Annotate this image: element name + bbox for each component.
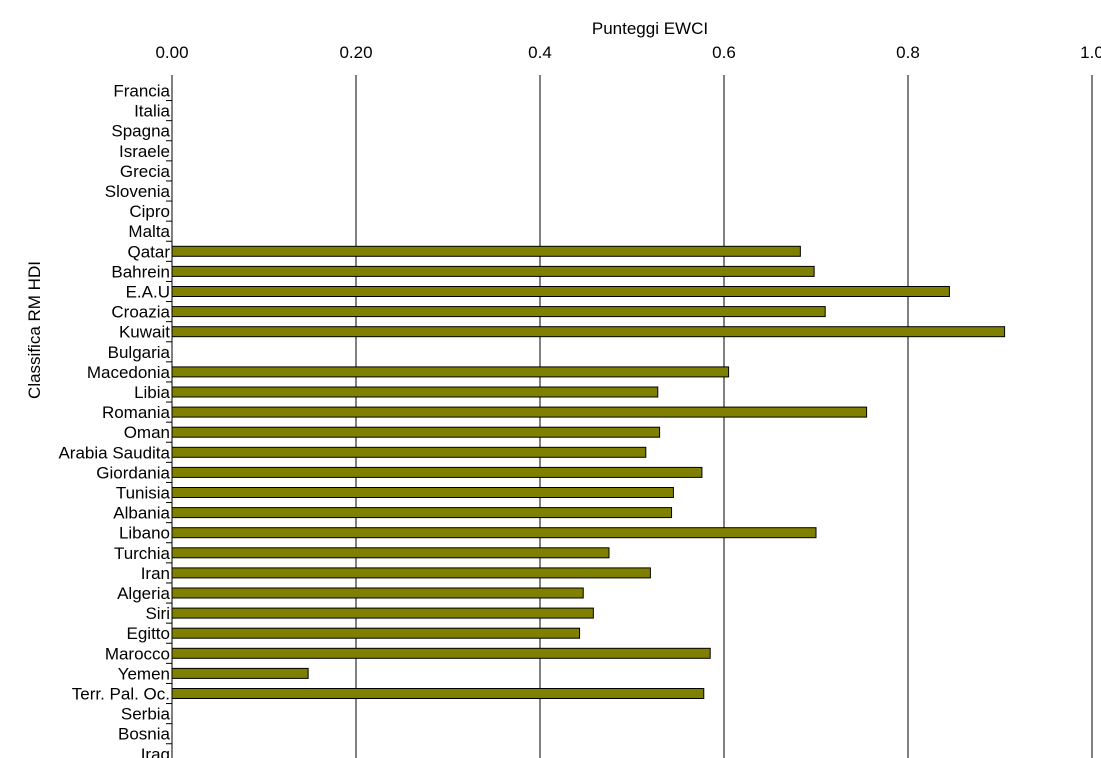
category-label: Kuwait [119,323,170,342]
category-label: E.A.U [126,283,170,302]
category-label: Tunisia [116,484,171,503]
category-label: Albania [113,504,170,523]
category-label: Grecia [120,162,171,181]
category-label: Terr. Pal. Oc. [72,685,170,704]
category-label: Macedonia [87,363,171,382]
y-axis-title: Classifica RM HDI [25,261,44,399]
bar [171,487,674,498]
category-label: Bahrein [111,262,170,281]
bar [171,547,610,559]
category-label: Algeria [117,584,170,603]
bar [171,567,651,579]
category-label: Francia [113,82,170,101]
bar [171,688,705,699]
category-label: Giordania [96,463,170,482]
bar [171,245,801,257]
bar [171,306,826,318]
category-label: Slovenia [105,182,171,201]
x-tick-label: 1.0 [1080,43,1101,62]
x-tick-label: 0.00 [155,43,188,62]
category-label: Libano [119,524,170,543]
x-tick-label: 0.6 [712,43,736,62]
bar [171,627,581,639]
bar [171,286,950,297]
category-label: Qatar [127,242,170,261]
category-label: Bosnia [118,725,171,744]
category-label: Libia [134,383,170,402]
bar [171,607,594,619]
bar [171,507,673,519]
category-label: Romania [102,403,171,422]
category-label: Iran [141,564,170,583]
x-tick-label: 0.8 [896,43,920,62]
x-tick-label: 0.20 [339,43,372,62]
category-label: Yemen [118,664,170,683]
bar [171,647,711,659]
category-label: Serbia [121,705,171,724]
bar [171,527,817,539]
category-labels: FranciaItaliaSpagnaIsraeleGreciaSlovenia… [58,82,170,758]
category-label: Cipro [129,202,170,221]
bar [171,265,815,277]
bar [171,406,868,418]
bar [171,366,730,378]
bar [171,326,1006,338]
category-label: Spagna [111,122,170,141]
bar [171,587,584,599]
category-label: Malta [128,222,170,241]
bars [171,245,1006,699]
category-label: Arabia Saudita [58,443,170,462]
bar [171,466,703,478]
category-label: Iraq [141,745,170,758]
axes [166,75,173,758]
category-label: Israele [119,142,170,161]
category-label: Croazia [111,303,170,322]
category-label: Marocco [105,644,170,663]
category-label: Egitto [127,624,170,643]
category-label: Italia [134,102,170,121]
category-label: Turchia [114,544,171,563]
bar [171,426,661,438]
bar [171,446,647,458]
x-tick-labels: 0.00 0.20 0.4 0.6 0.8 1.0 [155,43,1101,62]
bar [171,386,659,398]
bar [171,667,309,679]
x-axis-title: Punteggi EWCI [592,19,708,38]
x-tick-label: 0.4 [528,43,552,62]
category-label: Bulgaria [108,343,171,362]
category-label: Oman [124,423,170,442]
category-label: Siri [145,604,170,623]
